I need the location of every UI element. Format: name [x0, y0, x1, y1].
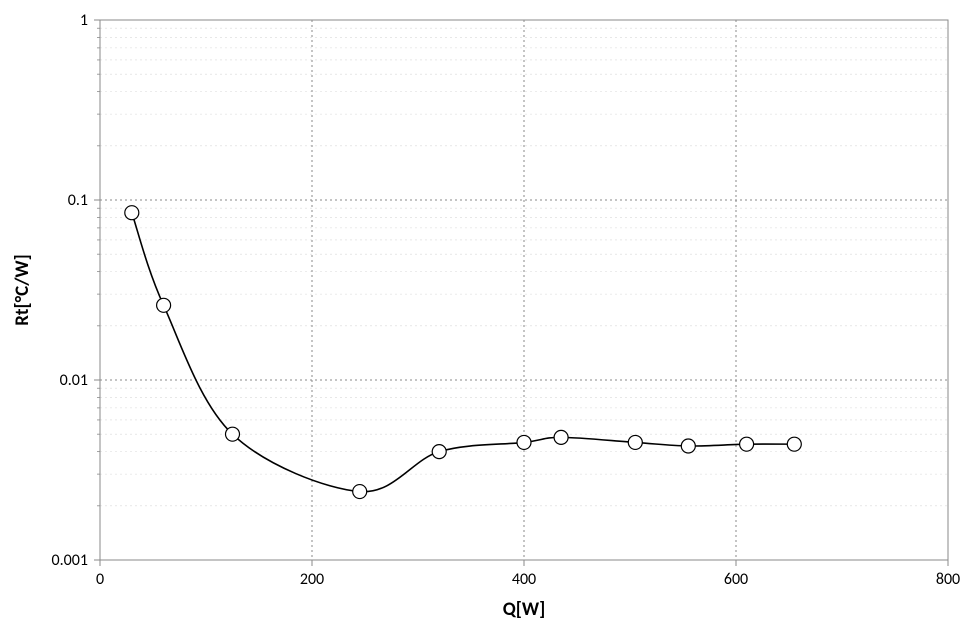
y-tick-label: 1 — [80, 11, 88, 30]
rt-vs-q-chart: 0 200 400 600 800 0.001 0.01 0.1 1 Q[W] Rt[°C/W] — [0, 0, 978, 638]
x-tick-label: 600 — [724, 570, 748, 589]
x-tick-label: 400 — [512, 570, 536, 589]
chart-container: 0 200 400 600 800 0.001 0.01 0.1 1 Q[W] Rt[°C/W] — [0, 0, 978, 638]
data-marker — [226, 427, 240, 441]
data-marker — [681, 439, 695, 453]
y-tick-label: 0.001 — [52, 551, 88, 570]
data-marker — [157, 298, 171, 312]
data-marker — [787, 437, 801, 451]
data-marker — [432, 445, 446, 459]
data-marker — [740, 437, 754, 451]
data-marker — [353, 485, 367, 499]
data-marker — [125, 206, 139, 220]
data-marker — [517, 435, 531, 449]
y-tick-label: 0.01 — [60, 371, 88, 390]
x-tick-label: 200 — [300, 570, 324, 589]
data-marker — [554, 430, 568, 444]
y-tick-label: 0.1 — [68, 191, 88, 210]
y-axis-label: Rt[°C/W] — [11, 254, 34, 326]
x-tick-label: 0 — [96, 570, 104, 589]
data-marker — [628, 435, 642, 449]
x-tick-label: 800 — [936, 570, 960, 589]
x-axis-label: Q[W] — [503, 598, 546, 621]
